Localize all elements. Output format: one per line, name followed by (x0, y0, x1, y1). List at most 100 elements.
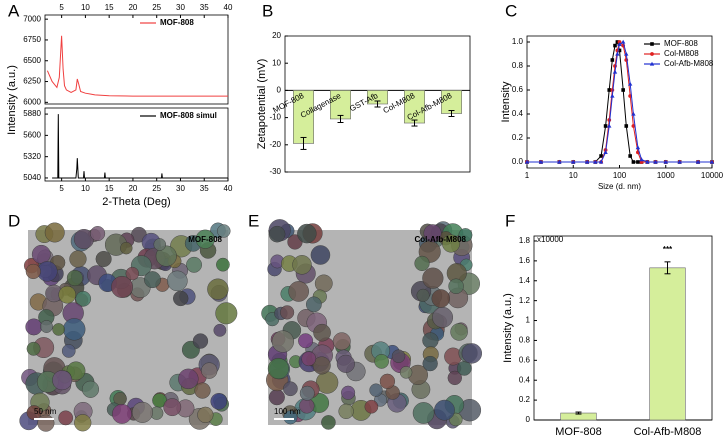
y-tick-label: 1.4 (519, 276, 531, 285)
y-tick-label: 0.6 (512, 85, 524, 94)
x-tick-label: 40 (224, 3, 233, 12)
x-tick-label: 35 (200, 184, 209, 193)
particle (298, 333, 314, 349)
marker (663, 159, 668, 164)
x-tick-label: Col-Afb-M808 (634, 426, 702, 438)
marker (709, 159, 715, 164)
y-tick-label: 0.8 (512, 61, 524, 70)
x-tick-label: 15 (105, 184, 114, 193)
particle (90, 226, 106, 242)
particle (422, 332, 439, 349)
series-line (46, 35, 228, 97)
particle (112, 403, 132, 424)
y-tick-label: 0.0 (512, 157, 524, 166)
particle (431, 289, 451, 308)
plot-frame (44, 14, 229, 105)
particle (163, 398, 182, 417)
particle (194, 382, 211, 399)
particle (210, 392, 228, 410)
particle (288, 281, 309, 302)
marker (650, 42, 654, 46)
x-axis-label: Size (d. nm) (598, 182, 641, 191)
particle (399, 366, 413, 379)
particle (167, 270, 188, 292)
marker (624, 124, 629, 128)
y-tick-label: 0.4 (519, 375, 531, 384)
particle (312, 356, 331, 375)
marker (607, 123, 612, 128)
particle (267, 357, 290, 380)
y-tick-label: 6250 (23, 77, 41, 86)
particle (173, 290, 189, 307)
marker (584, 159, 590, 164)
legend-label: MOF-808 (160, 18, 194, 27)
particle (217, 224, 231, 238)
panel-letter: F (505, 211, 515, 230)
particle (125, 266, 140, 281)
marker (603, 150, 608, 154)
y-tick-label: 0 (277, 86, 282, 95)
panel-letter: B (262, 1, 273, 20)
marker (695, 159, 701, 164)
y-tick-label: 0.2 (519, 395, 531, 404)
particle (423, 224, 442, 243)
particle (447, 370, 462, 386)
particle (44, 222, 65, 243)
x-tick-label: 20 (128, 184, 137, 193)
particle (75, 290, 92, 307)
marker (607, 88, 612, 92)
y-tick-label: 0.8 (519, 336, 531, 345)
y-tick-label: 0 (526, 415, 531, 424)
x-tick-label: 10 (81, 3, 90, 12)
y-tick-label: 1.8 (519, 236, 531, 245)
x-tick-label: 1 (525, 171, 530, 180)
particle (155, 245, 177, 267)
y-axis-label: Zetapotential (mV) (256, 59, 268, 149)
y-tick-label: 20 (272, 31, 281, 40)
particle (111, 275, 134, 298)
particle (74, 414, 92, 432)
marker (557, 159, 562, 164)
scale-bar-label: 50 nm (34, 407, 57, 416)
marker (621, 88, 625, 92)
tem-image: MOF-808 50 nm (19, 222, 238, 432)
marker (593, 159, 598, 164)
series-line (52, 114, 228, 179)
y-tick-label: 0.6 (519, 355, 531, 364)
particle (144, 271, 161, 289)
particle (313, 323, 331, 342)
x-tick-label: 40 (224, 184, 233, 193)
particle (66, 361, 86, 381)
marker (612, 69, 618, 74)
y-tick-label: -20 (269, 140, 281, 149)
marker (631, 160, 636, 164)
particle (120, 241, 133, 255)
y-tick-label: 5320 (23, 152, 41, 161)
image-label: Col-Afb-M808 (414, 235, 466, 244)
marker (639, 157, 644, 162)
particle (66, 269, 84, 287)
y-tick-label: 1 (526, 316, 531, 325)
particle (280, 305, 295, 320)
marker (631, 111, 636, 116)
panel-letter: E (248, 211, 259, 230)
error-bar (300, 136, 307, 150)
x-tick-label: 35 (200, 3, 209, 12)
marker (599, 154, 603, 158)
particle (69, 250, 87, 268)
particle (26, 341, 41, 356)
panel-letter: C (505, 1, 517, 20)
particle (338, 403, 354, 420)
marker (603, 124, 608, 128)
particle (186, 256, 203, 273)
plot-frame (44, 107, 229, 182)
particle (422, 355, 438, 372)
particle (25, 263, 41, 280)
y-tick-label: 5600 (23, 130, 41, 139)
particle (52, 323, 65, 336)
x-tick-label: 30 (176, 3, 185, 12)
particle (213, 323, 227, 337)
particle (310, 245, 331, 265)
particle (456, 360, 472, 376)
marker (649, 61, 655, 66)
